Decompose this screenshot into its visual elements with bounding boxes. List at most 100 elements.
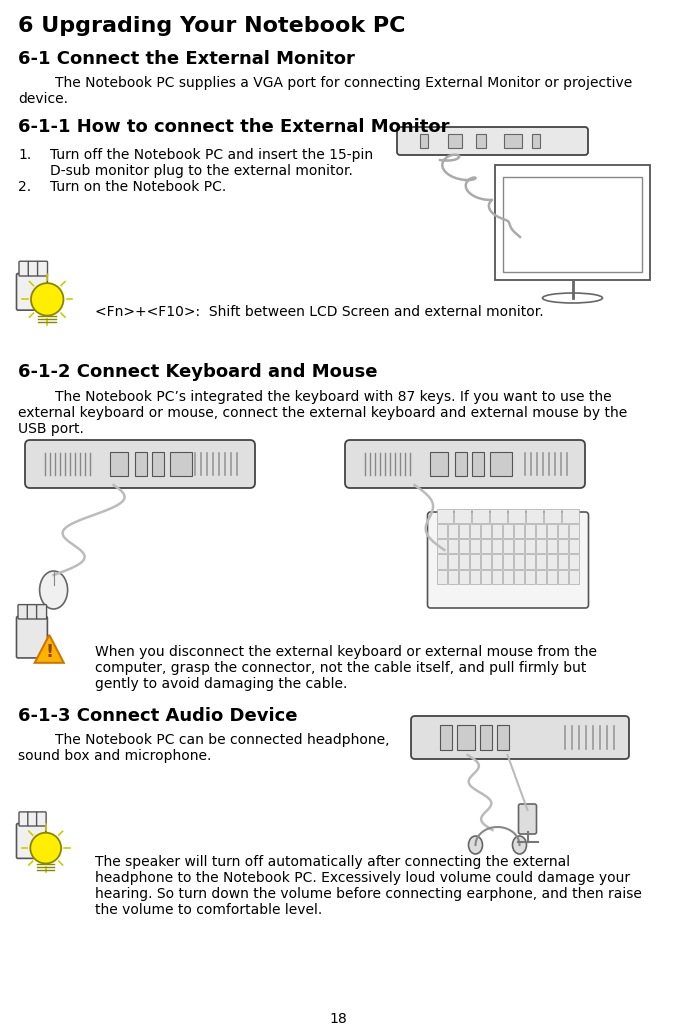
Bar [525, 569, 535, 584]
Text: USB port.: USB port. [18, 422, 84, 436]
Bar [472, 452, 484, 476]
Text: 6-1-1 How to connect the External Monitor: 6-1-1 How to connect the External Monito… [18, 118, 450, 136]
FancyBboxPatch shape [427, 512, 588, 608]
Bar [135, 452, 147, 476]
Bar [557, 524, 567, 539]
Bar [536, 524, 546, 539]
Bar [536, 554, 546, 568]
Bar [569, 569, 579, 584]
FancyBboxPatch shape [16, 824, 46, 859]
FancyBboxPatch shape [411, 716, 629, 759]
Ellipse shape [512, 836, 527, 854]
Bar [437, 540, 447, 553]
FancyBboxPatch shape [18, 604, 28, 619]
Bar [492, 524, 502, 539]
Bar [502, 540, 512, 553]
Bar [492, 569, 502, 584]
Bar [508, 509, 525, 523]
FancyBboxPatch shape [28, 812, 37, 826]
Ellipse shape [542, 293, 603, 303]
FancyBboxPatch shape [519, 804, 536, 834]
Text: D-sub monitor plug to the external monitor.: D-sub monitor plug to the external monit… [50, 164, 353, 177]
Bar [430, 452, 448, 476]
Text: external keyboard or mouse, connect the external keyboard and external mouse by : external keyboard or mouse, connect the … [18, 406, 628, 420]
Bar [490, 509, 507, 523]
Text: sound box and microphone.: sound box and microphone. [18, 749, 211, 763]
Bar [447, 569, 458, 584]
Bar [557, 569, 567, 584]
Bar [458, 569, 468, 584]
FancyBboxPatch shape [28, 262, 38, 276]
Bar [437, 554, 447, 568]
Polygon shape [35, 635, 64, 663]
Bar [440, 725, 452, 750]
Bar [110, 452, 128, 476]
Bar [152, 452, 164, 476]
FancyBboxPatch shape [19, 262, 29, 276]
Bar [470, 524, 479, 539]
Bar [546, 540, 556, 553]
Bar [525, 524, 535, 539]
Bar [480, 725, 492, 750]
Text: 2.: 2. [18, 180, 31, 194]
FancyBboxPatch shape [37, 604, 47, 619]
Bar [492, 554, 502, 568]
Text: The speaker will turn off automatically after connecting the external: The speaker will turn off automatically … [95, 855, 570, 869]
Bar [457, 725, 475, 750]
Text: The Notebook PC’s integrated the keyboard with 87 keys. If you want to use the: The Notebook PC’s integrated the keyboar… [55, 390, 611, 404]
Bar [473, 509, 489, 523]
Bar [502, 524, 512, 539]
Circle shape [31, 283, 64, 316]
Text: the volume to comfortable level.: the volume to comfortable level. [95, 903, 322, 917]
Bar [470, 554, 479, 568]
Bar [536, 540, 546, 553]
Bar [447, 524, 458, 539]
Bar [513, 540, 523, 553]
Bar [502, 554, 512, 568]
FancyBboxPatch shape [19, 812, 28, 826]
Ellipse shape [468, 836, 483, 854]
Bar [513, 569, 523, 584]
Text: 6-1 Connect the External Monitor: 6-1 Connect the External Monitor [18, 50, 355, 68]
Ellipse shape [39, 571, 68, 609]
Text: Turn on the Notebook PC.: Turn on the Notebook PC. [50, 180, 226, 194]
Bar [470, 540, 479, 553]
Text: The Notebook PC supplies a VGA port for connecting External Monitor or projectiv: The Notebook PC supplies a VGA port for … [55, 76, 632, 90]
Text: headphone to the Notebook PC. Excessively loud volume could damage your: headphone to the Notebook PC. Excessivel… [95, 871, 630, 885]
Text: gently to avoid damaging the cable.: gently to avoid damaging the cable. [95, 677, 347, 690]
Bar [492, 540, 502, 553]
Text: 18: 18 [329, 1012, 347, 1026]
FancyBboxPatch shape [37, 812, 46, 826]
Bar [470, 569, 479, 584]
Bar [437, 509, 454, 523]
Text: <Fn>+<F10>:  Shift between LCD Screen and external monitor.: <Fn>+<F10>: Shift between LCD Screen and… [95, 305, 544, 319]
FancyBboxPatch shape [37, 262, 47, 276]
FancyBboxPatch shape [16, 617, 47, 658]
Bar [513, 554, 523, 568]
Text: 6-1-2 Connect Keyboard and Mouse: 6-1-2 Connect Keyboard and Mouse [18, 363, 378, 381]
Bar [455, 452, 467, 476]
Bar [447, 554, 458, 568]
Text: computer, grasp the connector, not the cable itself, and pull firmly but: computer, grasp the connector, not the c… [95, 661, 586, 675]
Bar [448, 134, 462, 148]
FancyBboxPatch shape [345, 440, 585, 488]
Bar [458, 540, 468, 553]
Bar [546, 554, 556, 568]
Text: 6-1-3 Connect Audio Device: 6-1-3 Connect Audio Device [18, 707, 297, 725]
Bar [476, 134, 486, 148]
Bar [170, 452, 192, 476]
Text: hearing. So turn down the volume before connecting earphone, and then raise: hearing. So turn down the volume before … [95, 887, 642, 901]
Bar [557, 554, 567, 568]
Bar [481, 554, 491, 568]
FancyBboxPatch shape [27, 604, 37, 619]
Bar [557, 540, 567, 553]
Bar [481, 540, 491, 553]
Bar [503, 177, 642, 272]
Bar [532, 134, 540, 148]
Bar [481, 524, 491, 539]
Bar [525, 540, 535, 553]
Bar [513, 524, 523, 539]
Bar [569, 524, 579, 539]
Text: device.: device. [18, 92, 68, 106]
Bar [525, 554, 535, 568]
